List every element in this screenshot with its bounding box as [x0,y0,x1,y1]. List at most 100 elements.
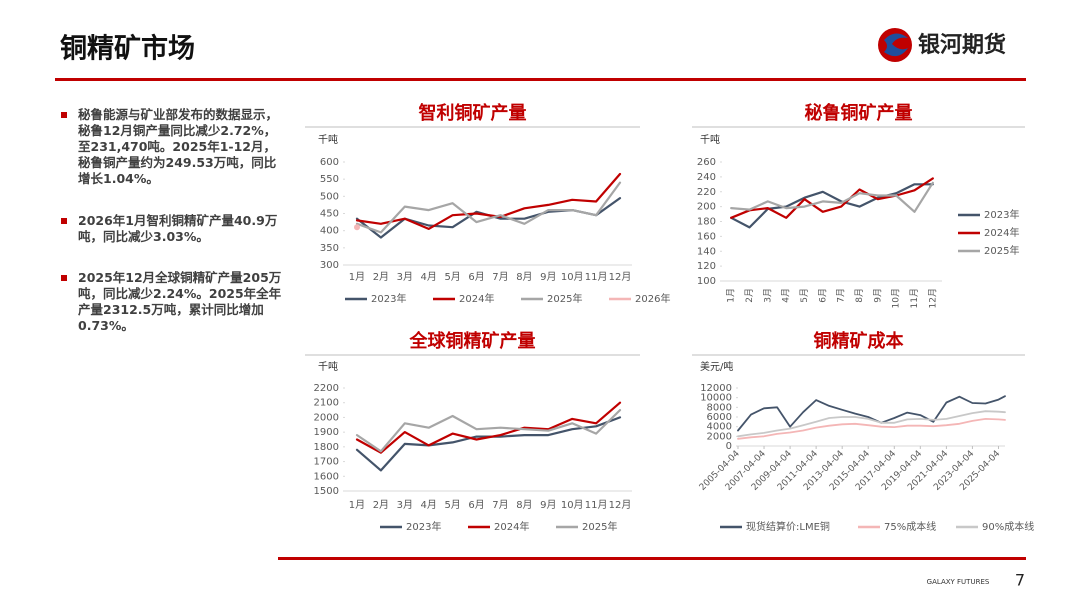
y-tick-label: 4000 [707,422,732,433]
legend-label: 2023年 [371,292,406,305]
legend-label: 2023年 [406,520,441,533]
series-line [355,416,622,472]
legend-label: 2025年 [582,520,617,533]
x-tick-label: 5月 [444,499,460,511]
series-line [730,177,934,219]
y-tick-label: 2000 [314,412,339,423]
x-tick-label: 2月 [373,499,389,511]
y-tick-label: 12000 [700,383,732,394]
y-tick-label: 300 [320,260,339,271]
y-tick-label: 220 [697,187,716,198]
x-tick-label: 2月 [744,288,755,303]
bullet: 秘鲁能源与矿业部发布的数据显示，秘鲁12月铜产量同比减少2.72%，至231,4… [61,107,283,187]
x-tick-label: 12月 [609,271,632,283]
x-tick-label: 5月 [444,271,460,283]
bullet: 2025年12月全球铜精矿产量205万吨，同比减少2.24%。2025年全年产量… [61,270,282,333]
x-tick-label: 3月 [397,499,413,511]
logo-icon [878,28,912,62]
y-tick-label: 1800 [314,442,339,453]
x-tick-label: 2月 [373,271,389,283]
x-tick-label: 5月 [799,288,810,303]
series-line [737,410,1006,438]
y-tick-label: 200 [697,202,716,213]
y-tick-label: 160 [697,231,716,242]
y-tick-label: 1600 [314,471,339,482]
x-tick-label: 10月 [891,288,902,308]
x-tick-label: 1月 [349,499,365,511]
chart-title: 全球铜精矿产量 [409,330,536,352]
y-tick-label: 100 [697,276,716,287]
x-tick-label: 12月 [927,288,938,308]
x-tick-label: 8月 [516,499,532,511]
y-tick-label: 180 [697,217,716,228]
y-tick-label: 500 [320,191,339,202]
x-tick-label: 10月 [561,271,584,283]
x-tick-label: 1月 [349,271,365,283]
page-number: 7 [1015,571,1025,590]
y-tick-label: 2200 [314,383,339,394]
series-line [355,409,622,453]
series-line [730,183,934,229]
x-tick-label: 7月 [492,499,508,511]
legend-label: 2023年 [984,208,1019,221]
legend-label: 2026年 [635,292,670,305]
y-tick-label: 600 [320,157,339,168]
y-tick-label: 140 [697,246,716,257]
series-line [737,395,1006,432]
legend-label: 2024年 [459,292,494,305]
x-tick-label: 8月 [854,288,865,303]
chart-title: 秘鲁铜矿产量 [805,102,913,124]
y-axis-label: 千吨 [318,133,338,146]
x-tick-label: 8月 [516,271,532,283]
y-tick-label: 2100 [314,398,339,409]
series-line [355,181,622,234]
legend-label: 2024年 [494,520,529,533]
y-tick-label: 550 [320,174,339,185]
x-tick-label: 10月 [561,499,584,511]
x-tick-label: 9月 [540,499,556,511]
chart-title: 铜精矿成本 [814,330,904,352]
y-tick-label: 1700 [314,457,339,468]
x-tick-label: 6月 [817,288,828,303]
brand: 银河期货 [918,32,1006,58]
series-line [730,181,934,213]
header-rule [55,78,1026,81]
y-tick-label: 1500 [314,486,339,497]
y-axis-label: 美元/吨 [700,360,733,373]
y-axis-label: 千吨 [318,360,338,373]
legend-label: 2024年 [984,226,1019,239]
x-tick-label: 6月 [468,499,484,511]
y-axis-label: 千吨 [700,133,720,146]
legend-label: 现货结算价:LME铜 [746,520,830,533]
y-tick-label: 6000 [707,412,732,423]
y-tick-label: 450 [320,209,339,220]
x-tick-label: 7月 [836,288,847,303]
y-tick-label: 240 [697,172,716,183]
legend-label: 2025年 [984,244,1019,257]
x-tick-label: 1月 [726,288,737,303]
x-tick-label: 7月 [492,271,508,283]
bullet: 2026年1月智利铜精矿产量40.9万吨，同比减少3.03%。 [61,213,283,245]
x-tick-label: 4月 [421,271,437,283]
footer-rule [278,557,1026,560]
x-tick-label: 11月 [585,271,608,283]
x-tick-label: 9月 [540,271,556,283]
y-tick-label: 2000 [707,431,732,442]
x-tick-label: 4月 [421,499,437,511]
y-tick-label: 8000 [707,402,732,413]
y-tick-label: 260 [697,157,716,168]
x-tick-label: 11月 [585,499,608,511]
chart-title: 智利铜矿产量 [419,102,527,124]
legend-label: 75%成本线 [884,520,936,533]
y-tick-label: 1900 [314,427,339,438]
series-line [737,418,1006,440]
y-tick-label: 0 [726,441,732,452]
series-line [355,401,622,454]
series-line [355,172,622,230]
x-tick-label: 11月 [909,288,920,308]
x-tick-label: 4月 [781,288,792,303]
x-tick-label: 9月 [872,288,883,303]
x-tick-label: 3月 [762,288,773,303]
